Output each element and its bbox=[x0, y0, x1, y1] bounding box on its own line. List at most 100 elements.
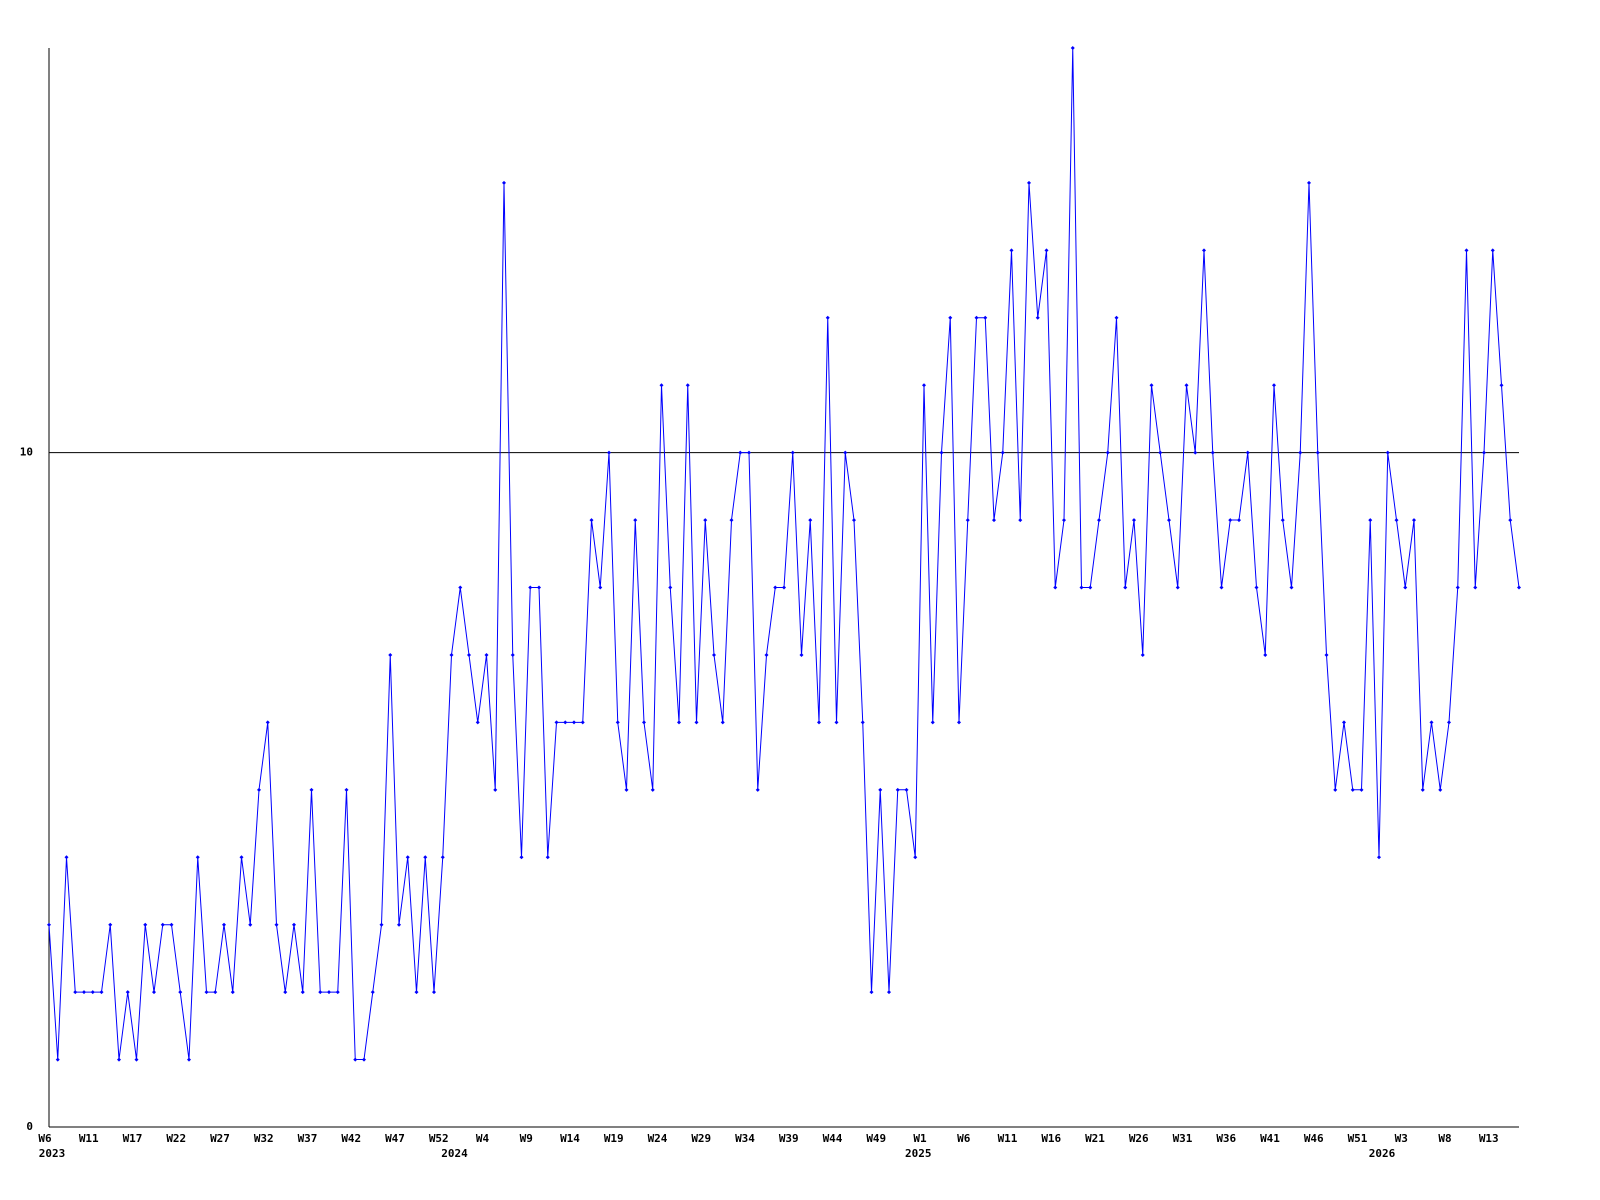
x-tick-label: W49 bbox=[866, 1132, 886, 1145]
data-point bbox=[773, 585, 778, 590]
data-point bbox=[1412, 518, 1416, 523]
data-point bbox=[904, 787, 909, 792]
data-point bbox=[213, 990, 218, 995]
data-point bbox=[703, 518, 708, 523]
x-tick-label: W36 bbox=[1216, 1132, 1236, 1145]
data-point bbox=[764, 652, 769, 657]
data-point bbox=[1447, 720, 1451, 725]
data-point bbox=[747, 450, 751, 455]
data-point bbox=[869, 990, 874, 995]
data-point bbox=[1158, 450, 1163, 455]
data-point bbox=[948, 315, 953, 320]
data-point bbox=[922, 383, 926, 388]
x-year-label: 2026 bbox=[1369, 1147, 1396, 1160]
data-point bbox=[160, 922, 165, 927]
x-tick-label: W19 bbox=[604, 1132, 624, 1145]
data-point bbox=[1333, 787, 1338, 792]
data-point bbox=[808, 518, 813, 523]
data-point bbox=[720, 720, 725, 725]
x-tick-label: W29 bbox=[691, 1132, 711, 1145]
data-point bbox=[755, 787, 760, 792]
data-point bbox=[493, 787, 498, 792]
data-point bbox=[125, 990, 130, 995]
x-tick-label: W46 bbox=[1304, 1132, 1324, 1145]
x-tick-label: W13 bbox=[1479, 1132, 1499, 1145]
x-tick-label: W34 bbox=[735, 1132, 755, 1145]
data-point bbox=[1097, 518, 1101, 523]
data-point bbox=[1245, 450, 1250, 455]
data-point bbox=[187, 1057, 191, 1062]
data-point bbox=[362, 1057, 366, 1062]
data-point bbox=[117, 1057, 121, 1062]
data-point bbox=[685, 383, 690, 388]
data-point bbox=[878, 787, 883, 792]
x-tick-label: W37 bbox=[298, 1132, 318, 1145]
data-point bbox=[405, 855, 410, 860]
data-point bbox=[388, 652, 393, 657]
data-point bbox=[257, 787, 261, 792]
data-point bbox=[930, 720, 935, 725]
x-tick-label: W24 bbox=[648, 1132, 668, 1145]
data-point bbox=[82, 990, 86, 995]
data-point bbox=[230, 990, 235, 995]
x-tick-label: W44 bbox=[823, 1132, 843, 1145]
data-point bbox=[432, 990, 436, 995]
data-point bbox=[1105, 450, 1110, 455]
x-tick-label: W4 bbox=[476, 1132, 490, 1145]
data-point bbox=[423, 855, 428, 860]
data-point bbox=[1324, 652, 1329, 657]
data-point bbox=[344, 787, 349, 792]
data-point bbox=[825, 315, 830, 320]
x-tick-label: W3 bbox=[1395, 1132, 1408, 1145]
data-point bbox=[1307, 180, 1311, 185]
data-point bbox=[283, 990, 288, 995]
data-point bbox=[1035, 315, 1040, 320]
data-point bbox=[729, 518, 734, 523]
data-point bbox=[55, 1057, 60, 1062]
data-point bbox=[318, 990, 323, 995]
x-year-label: 2023 bbox=[39, 1147, 66, 1160]
data-point bbox=[239, 855, 244, 860]
data-point bbox=[108, 922, 113, 927]
data-point bbox=[790, 450, 795, 455]
y-tick-label: 0 bbox=[26, 1120, 33, 1133]
data-point bbox=[1289, 585, 1294, 590]
data-point bbox=[1202, 248, 1206, 253]
data-point bbox=[47, 922, 51, 927]
data-point bbox=[589, 518, 594, 523]
data-point bbox=[677, 720, 681, 725]
data-point bbox=[379, 922, 384, 927]
data-point bbox=[195, 855, 200, 860]
x-tick-label: W41 bbox=[1260, 1132, 1280, 1145]
x-tick-label: W11 bbox=[79, 1132, 99, 1145]
data-point bbox=[1184, 383, 1189, 388]
data-point bbox=[1464, 248, 1469, 253]
data-point bbox=[939, 450, 944, 455]
data-point bbox=[598, 585, 603, 590]
data-point bbox=[799, 652, 804, 657]
data-point bbox=[860, 720, 865, 725]
data-point bbox=[659, 383, 664, 388]
data-point bbox=[913, 855, 918, 860]
x-tick-label: W8 bbox=[1438, 1132, 1451, 1145]
y-tick-label: 10 bbox=[20, 446, 33, 459]
x-tick-label: W21 bbox=[1085, 1132, 1105, 1145]
x-tick-label: W51 bbox=[1348, 1132, 1368, 1145]
data-point bbox=[73, 990, 78, 995]
data-point bbox=[554, 720, 559, 725]
data-point bbox=[1350, 787, 1355, 792]
data-point bbox=[1420, 787, 1425, 792]
data-point bbox=[782, 585, 786, 590]
data-point bbox=[712, 652, 716, 657]
data-point bbox=[1149, 383, 1154, 388]
data-point bbox=[563, 720, 568, 725]
data-point bbox=[852, 518, 856, 523]
x-year-label: 2024 bbox=[441, 1147, 468, 1160]
data-point bbox=[572, 720, 576, 725]
data-point bbox=[90, 990, 95, 995]
data-point bbox=[887, 990, 891, 995]
x-tick-label: W42 bbox=[341, 1132, 361, 1145]
data-point bbox=[248, 922, 253, 927]
x-tick-label: W39 bbox=[779, 1132, 799, 1145]
